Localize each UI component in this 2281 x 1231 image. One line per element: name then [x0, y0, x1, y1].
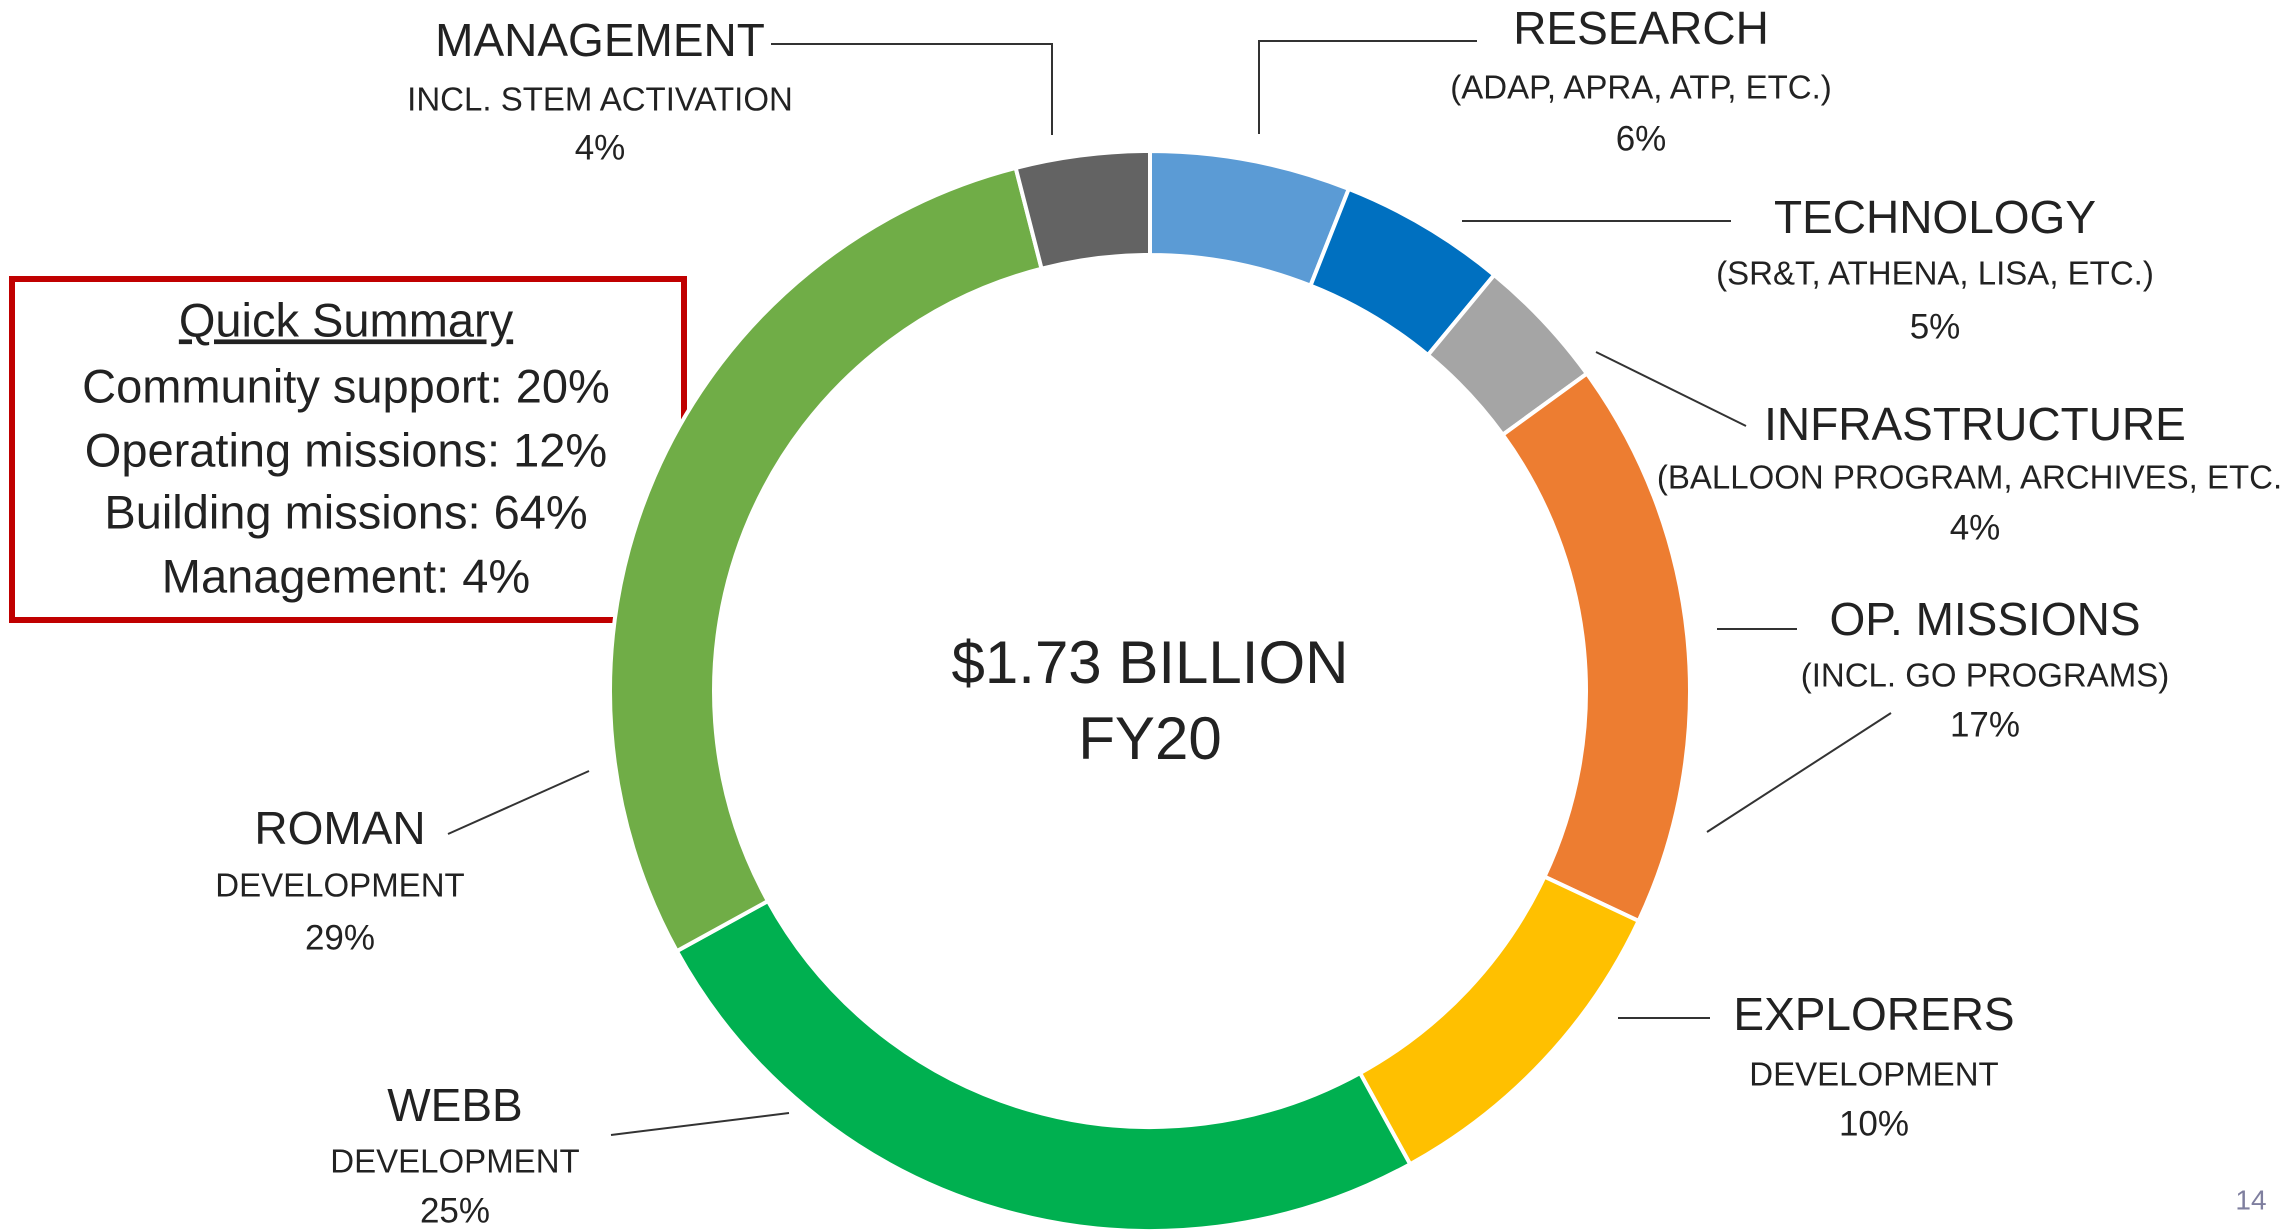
slice-label: RESEARCH: [1513, 2, 1769, 54]
slice-value-label: 5%: [1910, 307, 1961, 346]
page-number: 14: [2235, 1184, 2266, 1215]
slice-label: EXPLORERS: [1733, 988, 2014, 1040]
slice-sublabel: INCL. STEM ACTIVATION: [407, 81, 793, 118]
slice-sublabel: (BALLOON PROGRAM, ARCHIVES, ETC.): [1657, 459, 2281, 496]
slice-value-label: 29%: [305, 918, 375, 957]
donut-slice: [1499, 370, 1692, 924]
slice-label: ROMAN: [254, 802, 425, 854]
leader-line: [1258, 40, 1477, 134]
slice-sublabel: DEVELOPMENT: [330, 1143, 579, 1180]
leader-line: [1595, 351, 1747, 427]
center-text: FY20: [1078, 705, 1221, 772]
summary-title: Quick Summary: [179, 293, 514, 346]
center-text: $1.73 BILLION: [952, 629, 1349, 696]
summary-line: Management: 4%: [162, 549, 530, 602]
donut-slice: [1357, 873, 1642, 1167]
summary-line: Community support: 20%: [82, 359, 610, 412]
slice-label: INFRASTRUCTURE: [1764, 398, 2186, 450]
slice-value-label: 10%: [1839, 1104, 1909, 1143]
slice-sublabel: (ADAP, APRA, ATP, ETC.): [1450, 69, 1831, 106]
leader-line: [1706, 712, 1892, 833]
slice-sublabel: DEVELOPMENT: [215, 867, 464, 904]
donut-slice: [608, 165, 1045, 954]
slice-value-label: 4%: [1950, 508, 2001, 547]
slice-label: MANAGEMENT: [435, 14, 765, 66]
summary-line: Building missions: 64%: [104, 485, 587, 538]
slice-value-label: 25%: [420, 1191, 490, 1230]
slice-sublabel: (SR&T, ATHENA, LISA, ETC.): [1716, 255, 2154, 292]
slice-label: WEBB: [387, 1079, 522, 1131]
slice-value-label: 6%: [1616, 119, 1667, 158]
summary-line: Operating missions: 12%: [85, 423, 607, 476]
leader-line: [771, 43, 1053, 135]
slice-sublabel: DEVELOPMENT: [1749, 1056, 1998, 1093]
slice-value-label: 4%: [575, 128, 626, 167]
slice-value-label: 17%: [1950, 705, 2020, 744]
donut-slice: [1013, 148, 1152, 272]
leader-line: [610, 1112, 790, 1136]
donut-slice: [674, 898, 1413, 1231]
leader-line: [447, 770, 590, 835]
slice-label: TECHNOLOGY: [1774, 191, 2096, 243]
leader-lines: [447, 40, 1892, 1136]
slice-sublabel: (INCL. GO PROGRAMS): [1801, 657, 2170, 694]
slice-label: OP. MISSIONS: [1829, 593, 2140, 645]
